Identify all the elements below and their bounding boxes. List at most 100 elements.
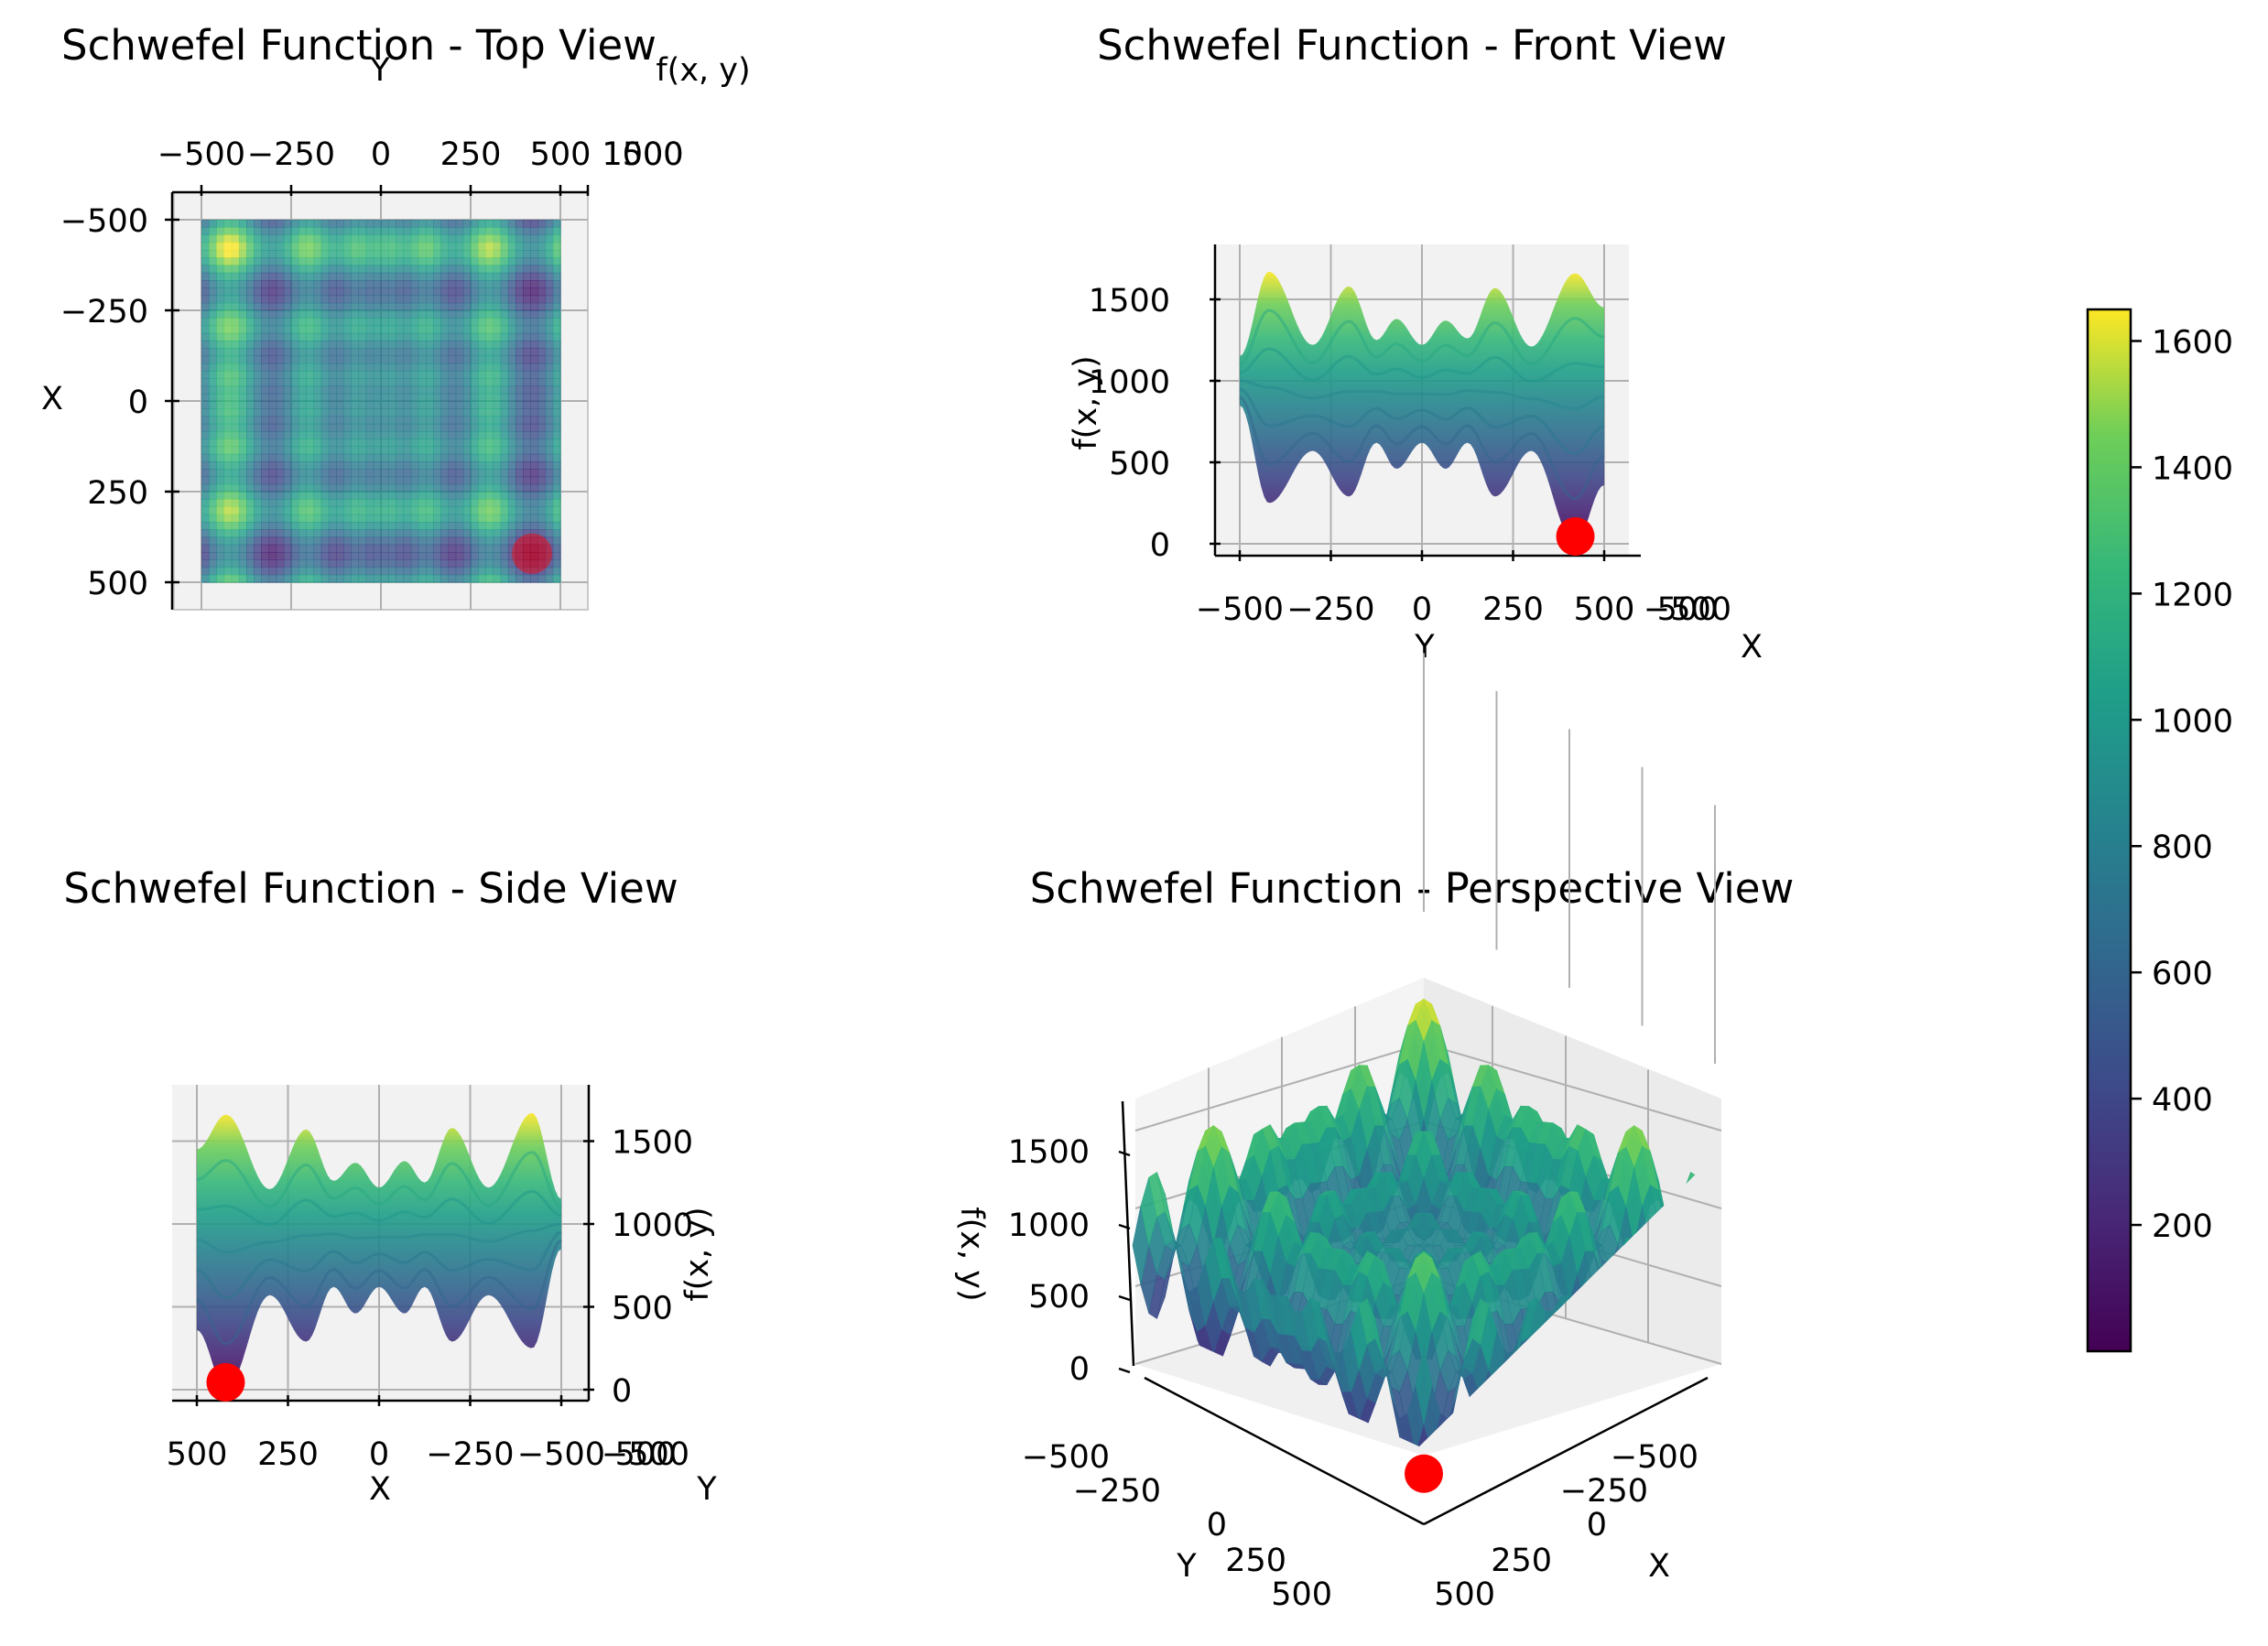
heatmap-cell	[365, 574, 374, 583]
heatmap-cell	[231, 567, 240, 576]
heatmap-cell	[552, 431, 561, 439]
heatmap-cell	[381, 220, 389, 228]
heatmap-cell	[537, 574, 547, 583]
panel-side-view: Schwefel Function - Side View 500 250 0 −25…	[63, 864, 717, 1508]
heatmap-cell	[455, 416, 464, 425]
heatmap-cell	[268, 363, 277, 372]
heatmap-cell	[515, 310, 524, 319]
heatmap-cell	[365, 363, 374, 372]
heatmap-cell	[306, 506, 315, 515]
top-view-z-label: f(x, y)	[656, 52, 750, 89]
heatmap-cell	[381, 242, 389, 251]
heatmap-cell	[261, 469, 270, 478]
heatmap-cell	[530, 544, 539, 553]
heatmap-cell	[231, 250, 240, 258]
heatmap-cell	[493, 423, 502, 432]
heatmap-cell	[493, 363, 502, 372]
heatmap-cell	[455, 371, 464, 379]
heatmap-cell	[523, 544, 531, 553]
heatmap-cell	[403, 423, 412, 432]
heatmap-cell	[223, 234, 233, 244]
heatmap-cell	[403, 393, 412, 402]
heatmap-cell	[261, 250, 270, 258]
heatmap-cell	[351, 341, 360, 349]
heatmap-cell	[238, 514, 247, 523]
heatmap-cell	[552, 227, 561, 236]
heatmap-cell	[381, 371, 389, 379]
heatmap-cell	[320, 227, 330, 236]
heatmap-cell	[478, 522, 486, 530]
heatmap-cell	[268, 567, 277, 576]
heatmap-cell	[254, 461, 262, 470]
heatmap-cell	[201, 287, 210, 297]
heatmap-cell	[537, 227, 547, 236]
heatmap-cell	[254, 483, 262, 493]
heatmap-cell	[268, 401, 277, 409]
heatmap-cell	[530, 401, 539, 409]
heatmap-cell	[358, 242, 367, 251]
heatmap-cell	[246, 318, 255, 327]
heatmap-cell	[485, 318, 494, 327]
heatmap-cell	[328, 220, 337, 228]
heatmap-cell	[351, 363, 360, 372]
heatmap-cell	[328, 332, 337, 341]
heatmap-cell	[336, 280, 344, 288]
heatmap-cell	[343, 265, 352, 274]
heatmap-cell	[231, 302, 240, 311]
heatmap-cell	[493, 514, 502, 523]
heatmap-cell	[388, 257, 396, 266]
heatmap-cell	[471, 280, 479, 288]
heatmap-cell	[515, 514, 524, 523]
heatmap-cell	[276, 220, 285, 228]
heatmap-cell	[462, 257, 472, 266]
heatmap-cell	[537, 385, 547, 395]
heatmap-cell	[365, 423, 374, 432]
heatmap-cell	[545, 559, 554, 569]
heatmap-cell	[246, 461, 255, 470]
heatmap-cell	[313, 265, 322, 274]
persp-z-tick-label: 500	[1028, 1279, 1090, 1316]
heatmap-cell	[351, 506, 360, 515]
heatmap-cell	[268, 257, 277, 266]
heatmap-cell	[306, 355, 315, 364]
heatmap-cell	[336, 378, 344, 387]
heatmap-cell	[433, 499, 441, 508]
heatmap-cell	[223, 416, 233, 425]
heatmap-cell	[381, 378, 389, 387]
heatmap-cell	[291, 385, 299, 395]
heatmap-cell	[268, 522, 277, 530]
heatmap-cell	[545, 423, 554, 432]
colorbar-tick-label: 1000	[2152, 703, 2233, 740]
heatmap-cell	[545, 318, 554, 327]
heatmap-cell	[507, 341, 516, 349]
heatmap-cell	[478, 371, 486, 379]
heatmap-cell	[254, 280, 262, 288]
heatmap-cell	[410, 363, 419, 372]
heatmap-cell	[418, 431, 427, 439]
heatmap-cell	[246, 522, 255, 530]
heatmap-cell	[462, 355, 472, 364]
heatmap-cell	[403, 559, 412, 569]
heatmap-cell	[440, 287, 450, 297]
heatmap-cell	[396, 559, 405, 569]
heatmap-cell	[320, 257, 330, 266]
heatmap-cell	[507, 499, 516, 508]
heatmap-cell	[493, 552, 502, 560]
heatmap-cell	[268, 341, 277, 349]
heatmap-cell	[254, 341, 262, 349]
heatmap-cell	[478, 363, 486, 372]
heatmap-cell	[306, 348, 315, 357]
heatmap-cell	[216, 220, 225, 228]
heatmap-cell	[471, 499, 479, 508]
heatmap-cell	[471, 257, 479, 266]
heatmap-cell	[261, 341, 270, 349]
heatmap-cell	[201, 295, 210, 304]
front-view-z-label: f(x, y)	[1068, 355, 1104, 449]
side-view-x-label: X	[369, 1471, 391, 1508]
heatmap-cell	[493, 234, 502, 244]
heatmap-cell	[455, 363, 464, 372]
heatmap-cell	[365, 234, 374, 244]
heatmap-cell	[485, 371, 494, 379]
heatmap-cell	[283, 393, 292, 402]
heatmap-cell	[552, 341, 561, 349]
